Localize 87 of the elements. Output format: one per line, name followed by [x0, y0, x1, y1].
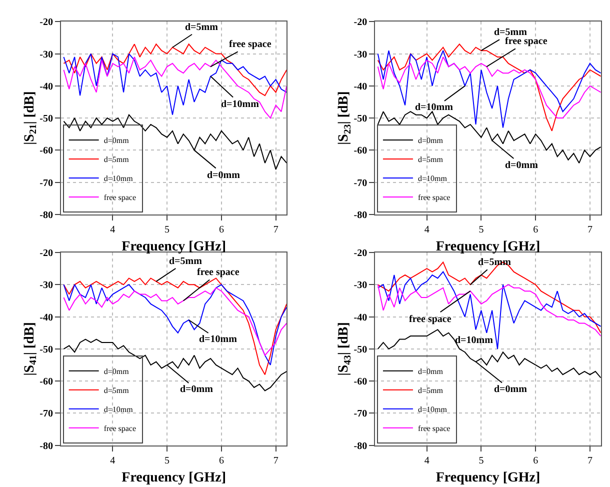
y-tick-label: -30	[354, 49, 368, 60]
y-tick-label: -70	[354, 408, 368, 420]
legend-label: free space	[418, 424, 451, 434]
x-tick-label: 4	[110, 224, 116, 236]
annotation: d=5mm	[169, 256, 203, 267]
annotation: free space	[409, 314, 452, 325]
x-tick-label: 7	[273, 224, 278, 236]
annotation: free space	[505, 36, 548, 47]
legend-label: free space	[104, 424, 136, 434]
x-tick-label: 7	[587, 224, 592, 236]
x-axis-title: Frequency [GHz]	[436, 470, 540, 486]
y-tick-label: -20	[354, 17, 368, 28]
y-tick-label: -30	[40, 49, 53, 60]
line-series	[63, 278, 287, 376]
y-tick-label: -60	[354, 146, 368, 157]
annotation: d=0mm	[494, 384, 528, 395]
y-tick-label: -50	[354, 344, 368, 356]
y-tick-label: -50	[354, 114, 368, 125]
line-series	[63, 284, 287, 366]
y-tick-label: -20	[40, 17, 53, 28]
legend-label: d=0mm	[104, 367, 130, 376]
y-tick-label: -70	[40, 408, 53, 420]
line-series	[377, 284, 601, 337]
y-tick-label: -60	[40, 146, 53, 157]
legend-label: d=10mm	[104, 405, 134, 414]
x-tick-label: 5	[164, 455, 170, 466]
legend-label: d=0mm	[104, 136, 130, 146]
annotation: d=0mm	[505, 160, 539, 171]
legend-label: d=5mm	[418, 155, 444, 164]
x-tick-label: 4	[110, 455, 116, 466]
annotation: d=10mm	[221, 99, 260, 110]
y-tick-label: -50	[40, 344, 53, 356]
annotation: d=10mm	[199, 334, 238, 345]
x-tick-label: 4	[424, 224, 430, 236]
annotation: d=10mm	[455, 335, 494, 346]
y-tick-label: -20	[354, 248, 368, 260]
legend-label: d=10mm	[104, 174, 134, 184]
y-tick-label: -60	[40, 376, 53, 388]
y-tick-label: -50	[40, 114, 53, 125]
annotation: d=5mm	[494, 27, 528, 38]
annotation: free space	[197, 267, 240, 278]
x-axis-title: Frequency [GHz]	[122, 240, 226, 255]
legend-label: free space	[104, 193, 136, 202]
y-tick-label: -80	[354, 440, 368, 452]
legend-label: d=10mm	[418, 405, 448, 414]
annotation: d=0mm	[180, 384, 214, 395]
x-tick-label: 5	[164, 224, 170, 236]
x-tick-label: 7	[273, 455, 278, 466]
x-tick-label: 6	[533, 224, 538, 236]
y-tick-label: -30	[354, 280, 368, 292]
x-tick-label: 4	[424, 455, 430, 466]
y-tick-label: -70	[40, 178, 53, 189]
legend-label: d=0mm	[418, 136, 444, 146]
y-tick-label: -40	[40, 312, 53, 324]
x-axis-title: Frequency [GHz]	[122, 470, 226, 486]
y-tick-label: -20	[40, 248, 53, 260]
y-tick-label: -60	[354, 376, 368, 388]
y-tick-label: -40	[40, 81, 53, 92]
x-tick-label: 7	[587, 455, 592, 466]
legend-label: d=10mm	[418, 174, 448, 184]
x-tick-label: 6	[218, 224, 224, 236]
legend-label: d=5mm	[104, 155, 130, 164]
line-series	[63, 114, 287, 170]
line-series	[63, 287, 287, 356]
legend-label: free space	[418, 193, 451, 202]
annotation: d=5mm	[478, 257, 512, 268]
y-tick-label: -80	[354, 210, 368, 221]
y-tick-label: -70	[354, 178, 368, 189]
x-axis-title: Frequency [GHz]	[436, 240, 540, 255]
y-tick-label: -80	[40, 440, 53, 452]
legend-label: d=5mm	[418, 386, 444, 396]
x-tick-label: 5	[478, 224, 484, 236]
annotation: d=5mm	[185, 22, 219, 33]
annotation: free space	[229, 39, 272, 50]
line-series	[377, 271, 601, 350]
x-tick-label: 5	[478, 455, 484, 466]
legend-label: d=5mm	[104, 386, 130, 396]
line-series	[377, 56, 601, 119]
legend-label: d=0mm	[418, 367, 444, 376]
annotation: d=10mm	[415, 102, 454, 113]
x-tick-label: 6	[533, 455, 538, 466]
y-tick-label: -30	[40, 280, 53, 292]
x-tick-label: 6	[218, 455, 224, 466]
annotation: d=0mm	[207, 170, 241, 181]
y-tick-label: -40	[354, 81, 368, 92]
y-tick-label: -80	[40, 210, 53, 221]
y-tick-label: -40	[354, 312, 368, 324]
